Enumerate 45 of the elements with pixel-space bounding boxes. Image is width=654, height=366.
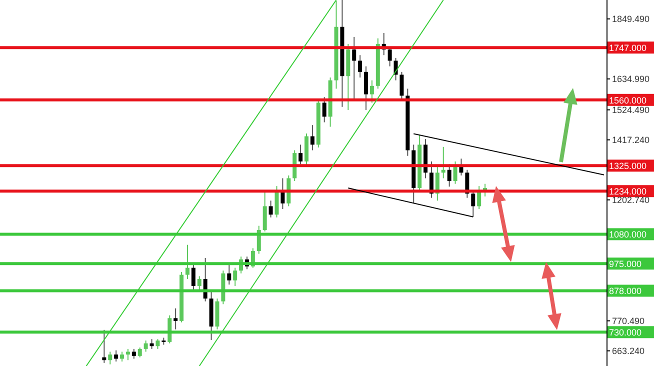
- candlestick: [370, 80, 374, 104]
- candlestick: [227, 264, 232, 286]
- ref-line-label: 1560.000: [609, 95, 647, 106]
- y-tick-label: 1849.490: [612, 14, 650, 24]
- candlestick: [114, 350, 118, 362]
- candlestick: [120, 351, 124, 362]
- candlestick: [310, 124, 314, 151]
- candlestick: [364, 66, 368, 110]
- candlestick: [477, 186, 482, 210]
- candlestick: [108, 351, 112, 365]
- candlestick: [185, 244, 190, 280]
- ref-line-label: 730.000: [609, 328, 642, 338]
- y-tick-label: 663.240: [612, 346, 645, 356]
- candlestick: [280, 178, 285, 210]
- ref-line-label: 1747.000: [609, 43, 647, 54]
- ref-line-label: 1234.000: [609, 186, 647, 197]
- candlestick: [138, 347, 142, 358]
- candlestick: [358, 54, 362, 78]
- candlestick: [388, 46, 392, 67]
- candlestick: [400, 71, 404, 100]
- ref-line-label: 975.000: [609, 259, 642, 270]
- y-tick-label: 1524.490: [612, 105, 650, 116]
- ref-line-label: 1080.000: [609, 230, 647, 240]
- candlestick: [144, 340, 148, 352]
- candlestick: [197, 276, 202, 291]
- candlestick: [174, 308, 178, 330]
- candlestick: [191, 264, 196, 291]
- y-tick-label: 1634.990: [612, 74, 650, 84]
- candlestick: [322, 96, 326, 123]
- candlestick: [268, 200, 273, 218]
- candlestick: [298, 144, 303, 165]
- candlestick: [274, 186, 279, 218]
- ref-line-label: 1325.000: [609, 161, 647, 172]
- y-tick-label: 770.490: [612, 316, 645, 326]
- y-tick-label: 1417.240: [612, 135, 650, 146]
- ref-line-label: 878.000: [609, 286, 642, 296]
- candlestick: [126, 348, 130, 361]
- candlestick: [453, 160, 458, 184]
- candlestick: [233, 267, 238, 286]
- candlestick: [262, 191, 267, 232]
- candlestick: [132, 348, 136, 360]
- candlestick: [459, 158, 464, 176]
- candlestick: [156, 338, 160, 350]
- candlestick: [352, 36, 356, 100]
- y-tick-label: 1202.740: [612, 195, 650, 206]
